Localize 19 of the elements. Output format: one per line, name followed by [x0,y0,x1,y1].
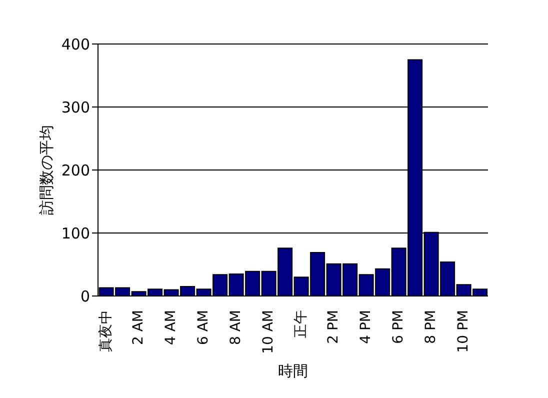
x-tick-label: 4 AM [163,310,180,346]
y-tick-label: 100 [61,224,90,242]
y-tick-label: 200 [61,161,90,180]
x-tick-label: 10 PM [456,310,472,353]
x-tick-label: 8 AM [228,310,244,346]
x-tick-label: 6 PM [390,310,407,344]
x-tick-label: 8 PM [423,310,440,344]
x-tick-label: 10 AM [260,310,277,354]
x-tick-label: 2 AM [130,310,147,346]
y-axis-title: 訪問数の平均 [37,125,56,215]
x-tick-label: 正午 [293,310,310,338]
x-tick-label: 6 AM [196,310,212,346]
x-tick-label: 4 PM [358,310,374,344]
y-tick-label: 300 [61,98,90,116]
x-tick-label: 真夜中 [98,310,114,352]
y-tick-label: 0 [80,287,90,306]
x-tick-label: 2 PM [326,310,342,344]
y-tick-label: 400 [61,35,90,54]
x-axis-title: 時間 [278,362,308,380]
